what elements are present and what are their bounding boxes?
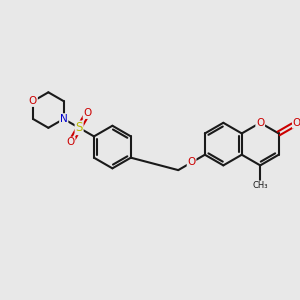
Text: O: O bbox=[67, 137, 75, 147]
Text: N: N bbox=[60, 114, 68, 124]
Text: O: O bbox=[83, 108, 92, 118]
Text: O: O bbox=[256, 118, 264, 128]
Text: O: O bbox=[188, 158, 196, 167]
Text: CH₃: CH₃ bbox=[253, 181, 268, 190]
Text: O: O bbox=[29, 96, 37, 106]
Text: S: S bbox=[75, 121, 83, 134]
Text: O: O bbox=[293, 118, 300, 128]
